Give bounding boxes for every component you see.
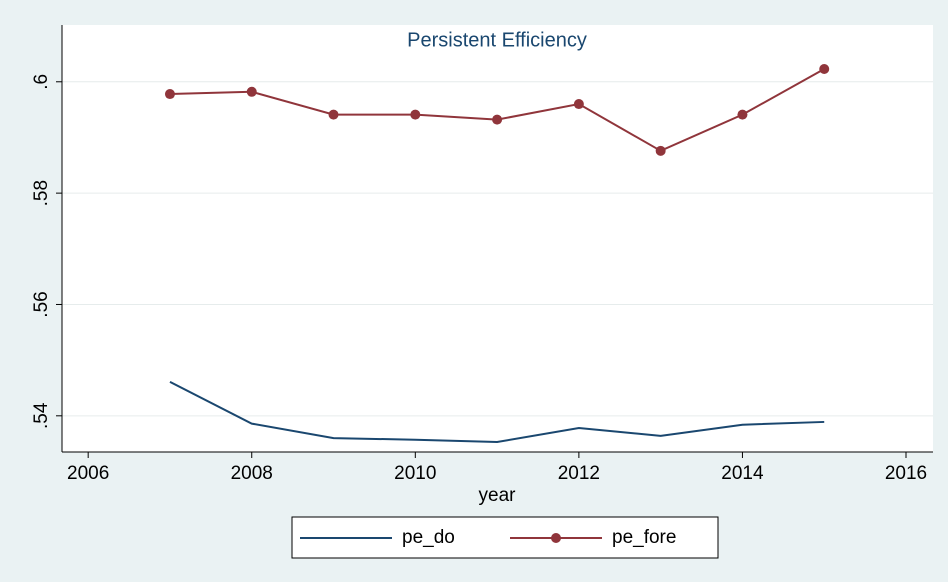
plot-area — [62, 25, 933, 452]
chart-title: Persistent Efficiency — [407, 29, 587, 51]
legend-label: pe_do — [402, 527, 455, 548]
marker — [246, 86, 257, 97]
series-line — [169, 380, 825, 443]
x-tick-label: 2016 — [885, 463, 927, 484]
marker — [492, 114, 503, 125]
marker — [573, 99, 584, 110]
x-tick-label: 2006 — [67, 463, 109, 484]
y-tick-label: .58 — [31, 180, 52, 206]
marker — [410, 109, 421, 120]
x-tick-label: 2008 — [231, 463, 273, 484]
marker — [328, 109, 339, 120]
x-axis-label: year — [479, 485, 517, 506]
legend-marker — [551, 533, 561, 543]
marker — [655, 145, 666, 156]
legend-label: pe_fore — [612, 527, 676, 548]
marker — [737, 109, 748, 120]
y-tick-label: .6 — [31, 74, 52, 90]
marker — [819, 63, 830, 74]
y-tick-label: .56 — [31, 291, 52, 317]
x-tick-label: 2014 — [721, 463, 764, 484]
x-tick-label: 2012 — [558, 463, 600, 484]
y-tick-label: .54 — [31, 402, 52, 429]
marker — [164, 89, 175, 100]
x-tick-label: 2010 — [394, 463, 436, 484]
